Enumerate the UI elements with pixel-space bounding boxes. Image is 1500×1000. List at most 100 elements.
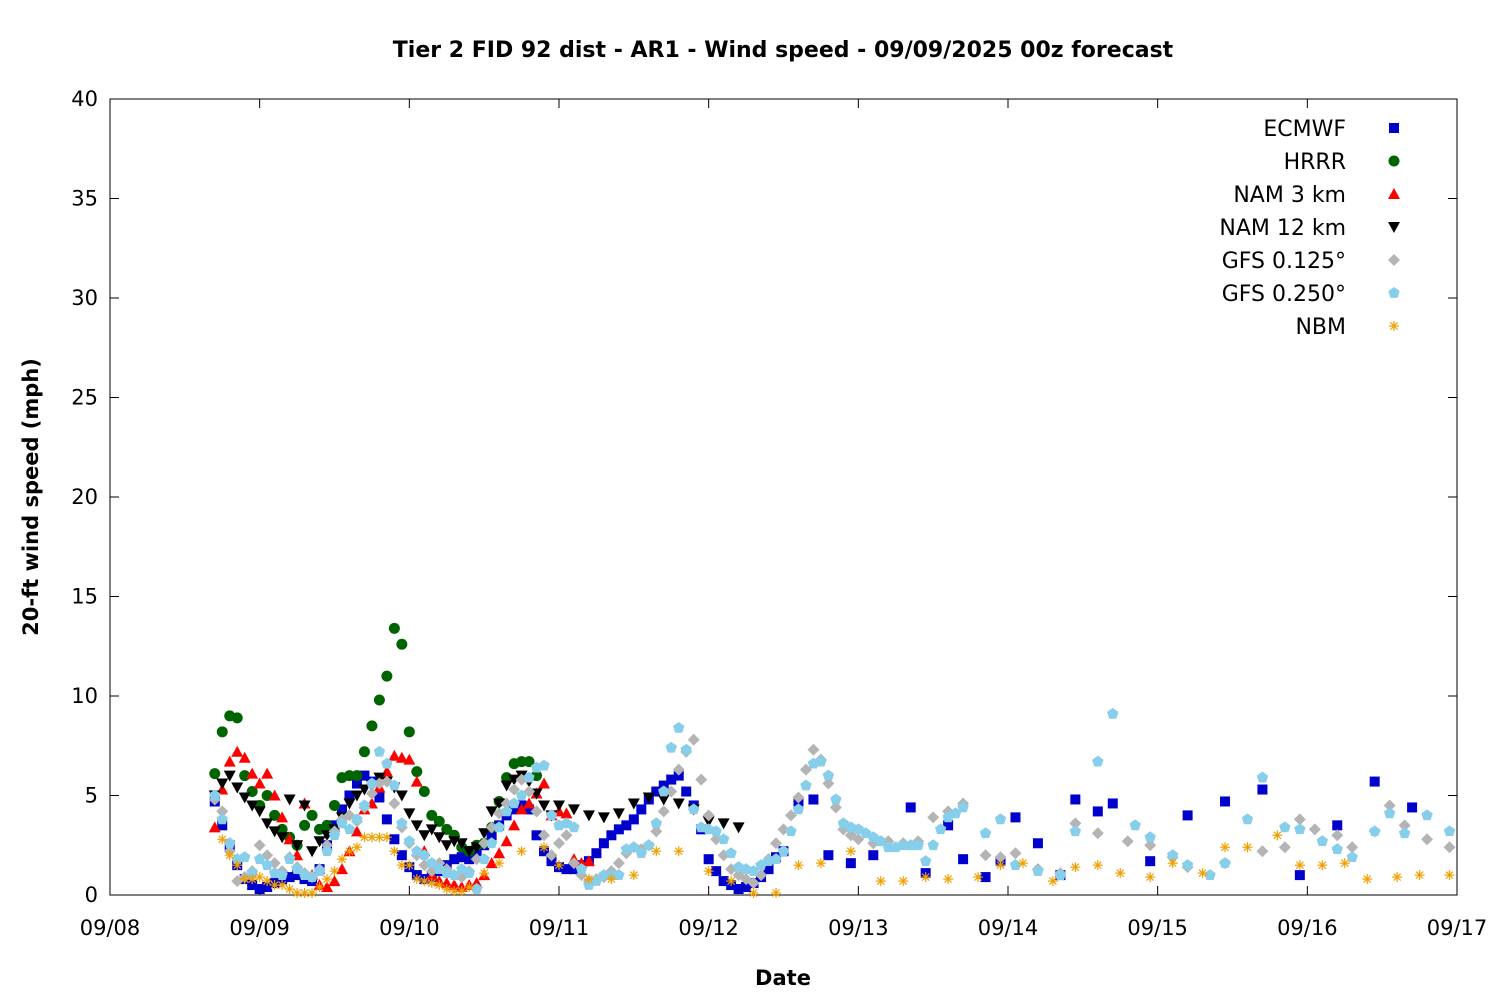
data-point [1107,707,1119,719]
data-point [905,839,917,851]
data-point [1256,771,1269,783]
asterisk-stroke [315,883,324,891]
data-point [1115,868,1126,879]
data-point [411,874,422,885]
data-point [216,805,229,818]
data-point [732,822,745,834]
data-point [1241,813,1254,825]
data-point [1070,794,1081,805]
data-point [710,833,723,846]
asterisk-stroke [405,861,414,870]
asterisk-stroke [1221,843,1229,852]
data-point [561,864,572,875]
data-point [553,800,565,812]
data-point [1369,776,1380,787]
data-point [771,888,782,899]
data-point [1091,827,1104,840]
data-point [1047,876,1058,887]
data-point [725,847,737,859]
data-point [470,853,483,866]
data-point [553,837,565,850]
data-point [560,829,573,842]
data-point [673,721,685,733]
data-point [366,777,378,789]
data-point [478,837,491,850]
data-point [598,869,610,880]
data-point [658,785,670,797]
data-point [276,869,288,880]
asterisk-stroke [1393,873,1402,882]
asterisk-stroke [1340,859,1349,868]
asterisk-stroke [308,889,317,897]
asterisk-stroke [772,889,780,897]
data-point [395,751,408,763]
data-point [980,872,991,883]
asterisk-stroke [338,855,346,864]
data-point [1167,858,1178,869]
asterisk-stroke [345,847,354,856]
data-point [456,886,467,897]
data-point [292,870,303,881]
data-point [612,808,625,820]
data-point [470,883,483,894]
data-point [411,766,423,778]
data-point [554,860,564,871]
data-point [351,770,363,782]
x-tick-label: 09/16 [1277,916,1338,940]
data-point [209,768,221,780]
data-point [672,763,685,776]
data-point [650,825,663,838]
data-point [912,839,924,851]
asterisk-stroke [1019,859,1027,868]
data-point [815,755,827,767]
data-point [426,878,437,889]
data-point [635,847,648,859]
data-point [1129,819,1141,831]
data-point [1331,829,1344,842]
asterisk-stroke [899,877,908,886]
data-point [1346,851,1358,863]
data-point [1144,839,1157,852]
data-point [808,794,819,805]
asterisk-stroke [555,861,563,870]
data-point [268,789,281,801]
data-point [1332,820,1343,831]
asterisk-stroke [360,833,369,842]
data-point [479,868,490,879]
data-point [388,779,401,791]
data-point [994,813,1007,825]
data-point [687,803,700,815]
data-point [374,832,385,843]
data-point [395,790,408,802]
legend-marker [1388,254,1400,266]
data-point [441,823,453,835]
data-point [1444,870,1455,881]
data-point [1383,799,1396,812]
data-point [651,786,662,797]
data-point [374,792,385,803]
x-tick-label: 09/15 [1127,916,1188,940]
data-point [344,846,355,857]
data-point [433,832,446,844]
data-point [958,854,969,865]
asterisk-stroke [457,887,466,895]
data-point [494,858,505,869]
data-point [934,823,947,835]
asterisk-stroke [465,883,474,891]
data-point [321,845,333,857]
asterisk-stroke [1295,861,1304,870]
data-point [231,782,244,794]
data-point [1182,810,1193,821]
data-point [597,812,610,824]
legend-marker [1388,287,1400,298]
data-point [366,720,378,732]
data-point [628,841,640,853]
data-point [306,846,319,858]
data-point [800,779,812,791]
chart-title: Tier 2 FID 92 dist - AR1 - Wind speed - … [393,38,1174,63]
data-point [455,838,468,850]
data-point [254,872,265,883]
data-point [628,814,639,825]
data-point [329,799,340,811]
data-point [231,712,243,724]
